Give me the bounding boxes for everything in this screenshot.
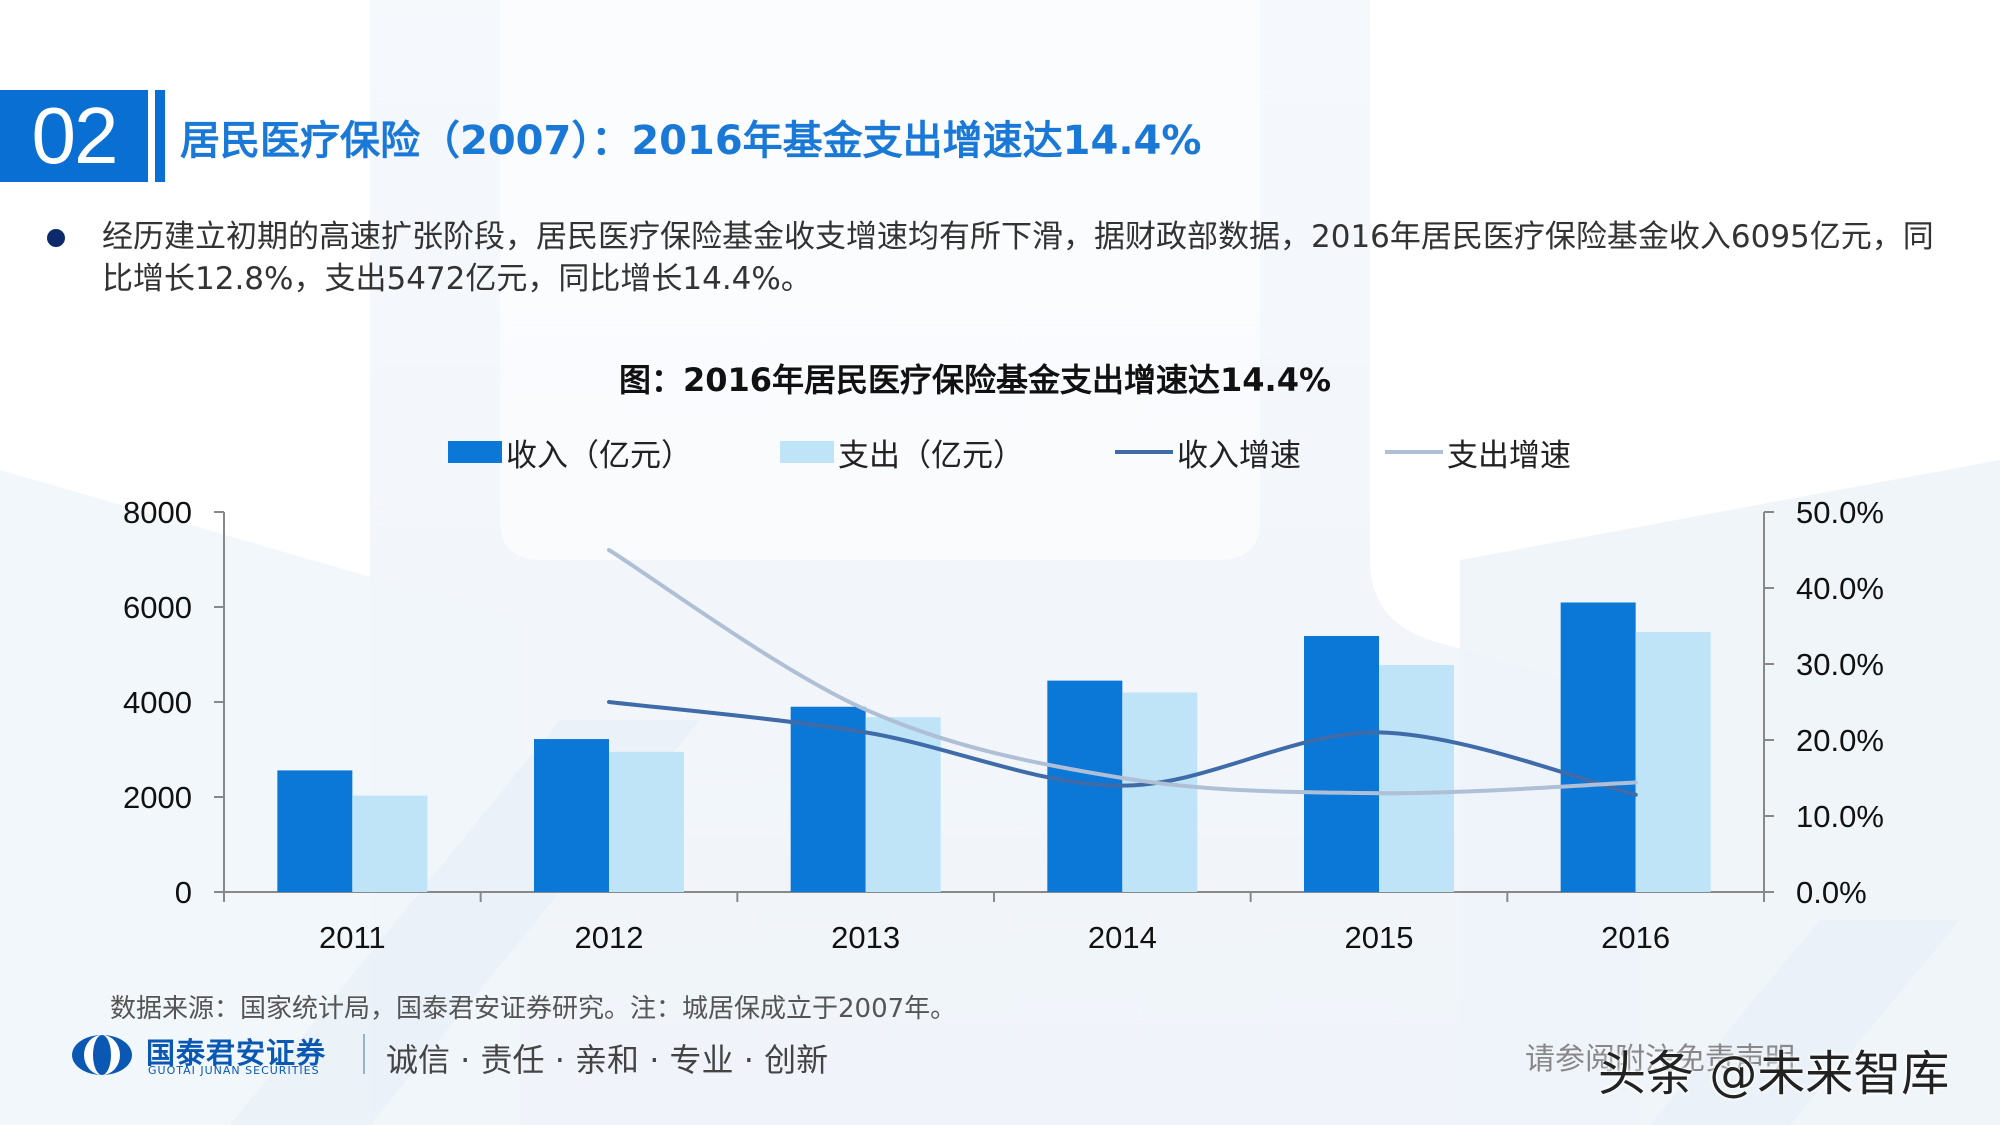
bar-income	[1304, 635, 1379, 892]
legend-label-expense-growth: 支出增速	[1447, 437, 1571, 474]
bullet-text: 经历建立初期的高速扩张阶段，居民医疗保险基金收支增速均有所下滑，据财政部数据，2…	[102, 219, 1934, 297]
x-tick-label: 2011	[319, 920, 386, 955]
y-left-tick-label: 4000	[123, 685, 192, 720]
footer-divider	[363, 1034, 365, 1074]
line-income-growth	[607, 700, 1638, 797]
line-expense-growth	[607, 548, 1638, 796]
bar-expense	[865, 717, 941, 892]
legend-swatch-expense	[780, 441, 834, 463]
y-left-tick-label: 0	[175, 875, 192, 910]
chart-title: 图：2016年居民医疗保险基金支出增速达14.4%	[618, 361, 1332, 399]
y-right-tick-label: 20.0%	[1796, 723, 1884, 758]
y-right-tick-label: 10.0%	[1796, 799, 1884, 834]
watermark: 头条 @未来智库	[1598, 1046, 1950, 1102]
legend-item-expense: 支出（亿元）	[780, 430, 1024, 474]
page-title: 居民医疗保险（2007）：2016年基金支出增速达14.4%	[180, 118, 1202, 164]
bar-income	[277, 770, 353, 892]
bar-income	[790, 706, 866, 892]
legend-swatch-expense-growth	[1385, 450, 1443, 454]
y-left-tick-label: 2000	[123, 780, 192, 815]
x-tick-label: 2016	[1601, 920, 1670, 955]
bar-expense	[1635, 632, 1711, 892]
company-logo-icon	[72, 1035, 132, 1075]
footer-disclaimer: 请参阅附注免责声明	[1525, 1042, 1795, 1077]
legend-item-income: 收入（亿元）	[448, 430, 692, 474]
y-right-tick-label: 40.0%	[1796, 571, 1884, 606]
x-tick-label: 2014	[1088, 920, 1157, 955]
x-tick-label: 2013	[831, 920, 900, 955]
x-tick-label: 2012	[575, 920, 644, 955]
bar-income	[534, 739, 609, 892]
x-tick-label: 2015	[1345, 920, 1414, 955]
legend-label-income-growth: 收入增速	[1177, 437, 1301, 474]
legend-item-income-growth: 收入增速	[1115, 430, 1301, 474]
legend-label-expense: 支出（亿元）	[838, 437, 1024, 474]
y-right-tick-label: 30.0%	[1796, 647, 1884, 682]
bar-expense	[1379, 664, 1454, 892]
company-logo-english: GUOTAI JUNAN SECURITIES	[148, 1064, 320, 1077]
source-note: 数据来源：国家统计局，国泰君安证券研究。注：城居保成立于2007年。	[110, 994, 957, 1024]
bar-income	[1560, 602, 1636, 892]
legend-item-expense-growth: 支出增速	[1385, 430, 1571, 474]
section-divider-bar	[155, 90, 165, 182]
section-number-badge: 02	[0, 90, 148, 182]
legend-label-income: 收入（亿元）	[506, 437, 692, 474]
bar-expense	[1122, 692, 1198, 892]
y-left-tick-label: 6000	[123, 590, 192, 625]
footer-slogan: 诚信 · 责任 · 亲和 · 专业 · 创新	[386, 1041, 829, 1079]
bar-expense	[609, 751, 684, 892]
legend-swatch-income	[448, 441, 502, 463]
y-right-tick-label: 50.0%	[1796, 495, 1884, 530]
y-left-tick-label: 8000	[123, 495, 192, 530]
bar-expense	[352, 795, 428, 892]
legend-swatch-income-growth	[1115, 450, 1173, 454]
bullet-dot	[47, 229, 65, 247]
company-logo-text: 国泰君安证券	[146, 1036, 327, 1070]
y-right-tick-label: 0.0%	[1796, 875, 1867, 910]
